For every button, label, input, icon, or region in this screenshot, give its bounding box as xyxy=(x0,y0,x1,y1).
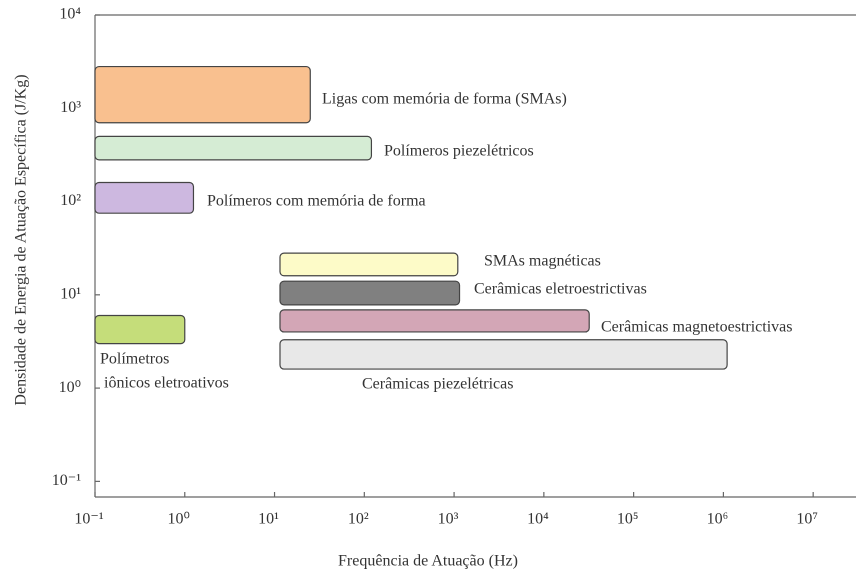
range-box xyxy=(94,181,195,214)
box-label: Cerâmicas magnetoestrictivas xyxy=(601,319,792,336)
x-tick-label: 10⁴ xyxy=(527,511,549,528)
range-box xyxy=(279,280,461,306)
y-tick-label: 10¹ xyxy=(60,285,81,302)
range-box xyxy=(279,252,459,277)
range-box xyxy=(279,309,590,333)
range-box xyxy=(279,339,728,370)
box-label: Ligas com memória de forma (SMAs) xyxy=(322,91,567,108)
y-tick-label: 10⁰ xyxy=(59,379,81,396)
x-tick-label: 10² xyxy=(348,511,369,528)
box-label: SMAs magnéticas xyxy=(484,253,601,270)
box-label: Polímeros com memória de forma xyxy=(207,193,426,210)
box-label: Cerâmicas piezelétricas xyxy=(362,376,513,393)
x-axis-label: Frequência de Atuação (Hz) xyxy=(338,553,518,570)
y-axis-label: Densidade de Energia de Atuação Específi… xyxy=(13,74,30,405)
y-tick-label: 10³ xyxy=(60,99,81,116)
range-box xyxy=(94,314,186,345)
y-tick-label: 10⁻¹ xyxy=(52,472,81,489)
x-tick-label: 10⁷ xyxy=(796,511,818,528)
x-tick-label: 10⁰ xyxy=(168,511,190,528)
x-tick-label: 10⁶ xyxy=(707,511,729,528)
x-tick-label: 10⁵ xyxy=(617,511,639,528)
box-label: iônicos eletroativos xyxy=(104,375,229,392)
y-tick-label: 10² xyxy=(60,192,81,209)
x-tick-label: 10³ xyxy=(438,511,459,528)
box-label: Polímeros piezelétricos xyxy=(384,143,534,160)
range-box xyxy=(94,135,373,161)
box-label: Cerâmicas eletroestrictivas xyxy=(474,281,647,298)
box-label: Polímetros xyxy=(100,351,169,368)
range-box xyxy=(94,65,311,124)
x-tick-label: 10⁻¹ xyxy=(74,511,103,528)
x-tick-label: 10¹ xyxy=(258,511,279,528)
y-tick-label: 10⁴ xyxy=(59,6,81,23)
